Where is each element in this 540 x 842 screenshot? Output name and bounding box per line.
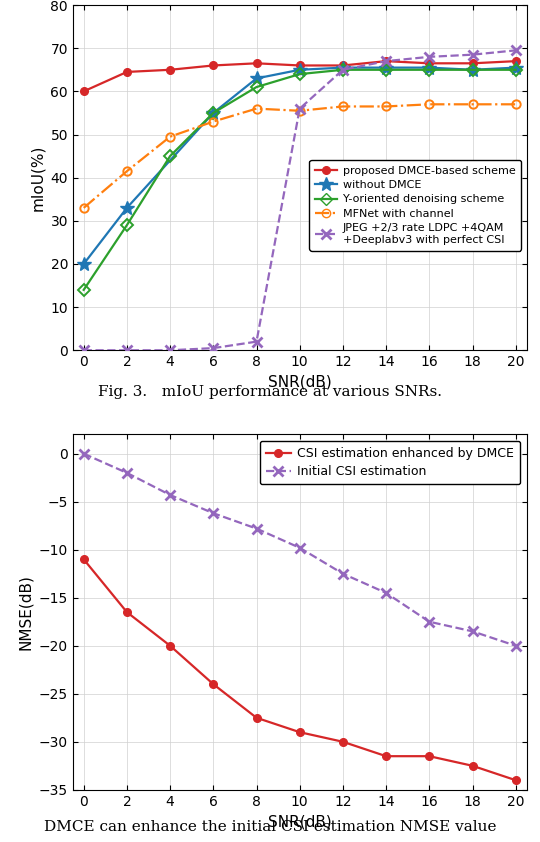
Legend: CSI estimation enhanced by DMCE, Initial CSI estimation: CSI estimation enhanced by DMCE, Initial… (260, 440, 520, 484)
X-axis label: SNR(dB): SNR(dB) (268, 814, 332, 829)
Text: DMCE can enhance the initial CSI estimation NMSE value: DMCE can enhance the initial CSI estimat… (44, 819, 496, 834)
Legend: proposed DMCE-based scheme, without DMCE, Y-oriented denoising scheme, MFNet wit: proposed DMCE-based scheme, without DMCE… (309, 160, 521, 251)
Y-axis label: mIoU(%): mIoU(%) (30, 145, 45, 210)
X-axis label: SNR(dB): SNR(dB) (268, 375, 332, 390)
Text: Fig. 3.   mIoU performance at various SNRs.: Fig. 3. mIoU performance at various SNRs… (98, 386, 442, 399)
Y-axis label: NMSE(dB): NMSE(dB) (18, 574, 33, 650)
